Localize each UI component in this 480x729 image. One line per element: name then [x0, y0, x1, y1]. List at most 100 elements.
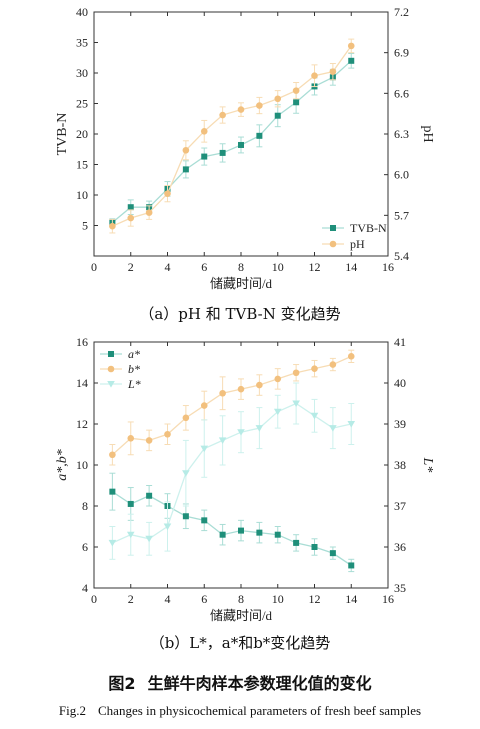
- data-point-L*: [292, 400, 300, 408]
- data-point-pH: [200, 127, 208, 135]
- y-right-tick-label: 35: [394, 581, 406, 595]
- y-right-axis-title: L*: [420, 457, 435, 473]
- x-tick-label: 10: [272, 592, 284, 606]
- y-left-tick-label: 40: [76, 5, 88, 19]
- data-point-b*: [164, 430, 171, 438]
- y-right-tick-label: 6.6: [394, 86, 409, 100]
- y-left-tick-label: 15: [76, 158, 88, 172]
- data-point-pH: [182, 146, 190, 154]
- legend-label: TVB-N: [350, 221, 387, 235]
- y-right-tick-label: 40: [394, 376, 406, 390]
- chart-panel-a: 0 2 4 6 8 10 12 14 16 5 10 15 20 25 30 35 40 5.4 5.7 6.0 6.3…: [55, 5, 435, 291]
- y-right-axis-title: pH: [420, 125, 435, 142]
- y-right-tick-label: 7.2: [394, 5, 409, 19]
- legend-marker: [108, 351, 114, 357]
- x-tick-label: 16: [382, 260, 394, 274]
- data-point-pH: [347, 42, 355, 50]
- data-point-L*: [218, 437, 227, 444]
- x-tick-label: 4: [165, 592, 171, 606]
- data-point-a*: [201, 517, 208, 524]
- y-left-tick-label: 10: [76, 458, 88, 472]
- data-point-b*: [274, 375, 282, 383]
- y-left-tick-label: 25: [76, 97, 88, 111]
- data-point-TVB-N: [201, 153, 208, 160]
- data-point-b*: [109, 451, 116, 459]
- series-line-TVB-N: [111, 60, 352, 223]
- data-point-pH: [329, 68, 337, 75]
- data-point-L*: [145, 535, 153, 543]
- data-point-pH: [292, 87, 300, 94]
- data-point-L*: [163, 523, 172, 531]
- y-right-tick-label: 6.0: [394, 168, 409, 182]
- data-point-L*: [329, 425, 337, 432]
- data-point-TVB-N: [293, 99, 300, 106]
- x-tick-label: 14: [345, 592, 357, 606]
- y-left-axis-title: TVB-N: [55, 113, 70, 156]
- y-right-tick-label: 37: [394, 499, 406, 513]
- y-left-tick-label: 8: [82, 499, 88, 513]
- figure-title-en-text: Changes in physicochemical parameters of…: [98, 703, 422, 718]
- data-point-b*: [200, 402, 208, 409]
- data-point-L*: [273, 408, 282, 416]
- x-tick-label: 12: [309, 260, 321, 274]
- data-point-pH: [311, 72, 318, 80]
- figure-title-en: Fig.2 Changes in physicochemical paramete…: [0, 703, 480, 719]
- x-tick-label: 12: [309, 592, 321, 606]
- figure-title-cn: 图2 生鲜牛肉样本参数理化值的变化: [0, 670, 480, 694]
- figure-title-cn-text: 生鲜牛肉样本参数理化值的变化: [147, 674, 372, 693]
- data-point-a*: [238, 527, 244, 534]
- data-point-b*: [182, 414, 190, 422]
- data-point-L*: [310, 412, 319, 420]
- legend-label: a*: [128, 347, 140, 361]
- y-left-tick-label: 14: [76, 376, 88, 390]
- data-point-L*: [108, 539, 117, 547]
- data-point-pH: [145, 209, 153, 216]
- data-point-b*: [256, 381, 263, 389]
- data-point-pH: [164, 190, 171, 197]
- legend-label: pH: [350, 237, 365, 251]
- data-point-b*: [329, 361, 337, 368]
- legend-marker: [107, 365, 115, 373]
- data-point-a*: [256, 529, 263, 536]
- data-point-L*: [255, 425, 264, 432]
- x-tick-label: 0: [91, 592, 97, 606]
- y-right-tick-label: 39: [394, 417, 406, 431]
- data-point-pH: [109, 222, 116, 230]
- data-point-pH: [127, 214, 135, 222]
- y-right-tick-label: 6.9: [394, 46, 409, 60]
- y-right-tick-label: 41: [394, 335, 406, 349]
- data-point-a*: [329, 550, 336, 557]
- data-point-pH: [256, 102, 263, 109]
- data-point-b*: [237, 385, 245, 393]
- series-line-pH: [112, 45, 352, 227]
- data-point-b*: [311, 365, 318, 372]
- series-line-a*: [112, 491, 352, 566]
- y-left-tick-label: 10: [76, 188, 88, 202]
- data-point-pH: [274, 95, 282, 103]
- caption-panel-a: （a）pH 和 TVB-N 变化趋势: [139, 305, 341, 323]
- x-tick-label: 6: [201, 260, 207, 274]
- x-tick-label: 4: [165, 260, 171, 274]
- y-right-tick-label: 5.7: [394, 208, 409, 222]
- data-point-L*: [182, 470, 190, 477]
- x-tick-label: 14: [345, 260, 357, 274]
- data-point-a*: [182, 513, 189, 520]
- data-point-a*: [293, 539, 300, 546]
- data-point-a*: [348, 562, 355, 569]
- data-point-pH: [237, 106, 245, 113]
- chart-panel-b: 0 2 4 6 8 10 12 14 164681012141635363738394041储藏…: [55, 335, 435, 623]
- data-point-a*: [311, 544, 318, 550]
- data-point-a*: [146, 492, 153, 499]
- caption-panel-b: （b）L*，a*和b*变化趋势: [149, 634, 331, 652]
- data-point-b*: [127, 435, 135, 442]
- legend-label: L*: [127, 377, 141, 391]
- x-tick-label: 8: [238, 260, 244, 274]
- data-point-b*: [292, 369, 300, 377]
- x-tick-label: 2: [128, 592, 134, 606]
- data-point-a*: [274, 531, 281, 538]
- x-tick-label: 16: [382, 592, 394, 606]
- data-point-b*: [145, 437, 153, 444]
- x-tick-label: 8: [238, 592, 244, 606]
- data-point-pH: [219, 111, 226, 119]
- data-point-a*: [127, 500, 134, 507]
